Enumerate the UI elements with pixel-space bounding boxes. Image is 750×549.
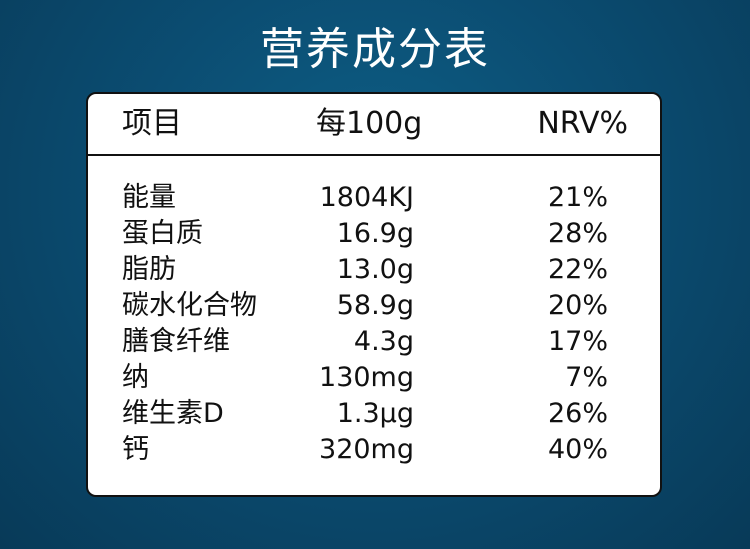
nutrient-value: 320mg	[319, 434, 414, 465]
nutrient-nrv: 21%	[547, 182, 608, 213]
nutrient-name: 维生素D	[122, 398, 224, 429]
nutrition-table-card: 项目 每100g NRV% 能量 1804KJ 21% 蛋白质 16.9g 28…	[86, 92, 662, 497]
nutrient-value: 16.9g	[336, 218, 414, 249]
nutrient-nrv: 17%	[547, 326, 608, 357]
nutrient-nrv: 20%	[547, 290, 608, 321]
nutrient-value: 58.9g	[336, 290, 414, 321]
table-row: 能量 1804KJ 21%	[88, 180, 660, 216]
nutrient-name: 膳食纤维	[122, 326, 230, 357]
table-row: 膳食纤维 4.3g 17%	[88, 324, 660, 360]
nutrient-value: 130mg	[319, 362, 414, 393]
table-row: 纳 130mg 7%	[88, 360, 660, 396]
page-title: 营养成分表	[260, 24, 490, 75]
header-item: 项目	[122, 106, 182, 141]
nutrient-name: 钙	[122, 434, 149, 465]
table-row: 蛋白质 16.9g 28%	[88, 216, 660, 252]
table-row: 维生素D 1.3μg 26%	[88, 396, 660, 432]
header-nrv: NRV%	[537, 106, 628, 141]
table-header: 项目 每100g NRV%	[88, 94, 660, 156]
nutrient-value: 1804KJ	[319, 182, 414, 213]
header-per-100g: 每100g	[316, 106, 423, 141]
nutrient-nrv: 7%	[565, 362, 608, 393]
nutrient-name: 脂肪	[122, 254, 176, 285]
nutrient-name: 能量	[122, 182, 176, 213]
nutrient-value: 4.3g	[353, 326, 414, 357]
nutrient-name: 纳	[122, 362, 149, 393]
nutrient-nrv: 40%	[547, 434, 608, 465]
nutrient-nrv: 22%	[547, 254, 608, 285]
nutrient-nrv: 28%	[547, 218, 608, 249]
table-row: 碳水化合物 58.9g 20%	[88, 288, 660, 324]
nutrient-value: 13.0g	[336, 254, 414, 285]
table-row: 钙 320mg 40%	[88, 432, 660, 468]
nutrient-nrv: 26%	[547, 398, 608, 429]
nutrient-value: 1.3μg	[336, 398, 414, 429]
nutrient-name: 蛋白质	[122, 218, 203, 249]
nutrient-name: 碳水化合物	[122, 290, 257, 321]
table-body: 能量 1804KJ 21% 蛋白质 16.9g 28% 脂肪 13.0g 22%…	[88, 180, 660, 468]
table-row: 脂肪 13.0g 22%	[88, 252, 660, 288]
